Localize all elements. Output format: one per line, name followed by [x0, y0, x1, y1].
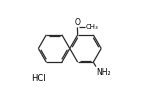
- Text: NH₂: NH₂: [97, 68, 111, 77]
- Text: O: O: [75, 18, 80, 27]
- Text: CH₃: CH₃: [86, 24, 98, 30]
- Text: HCl: HCl: [31, 74, 46, 83]
